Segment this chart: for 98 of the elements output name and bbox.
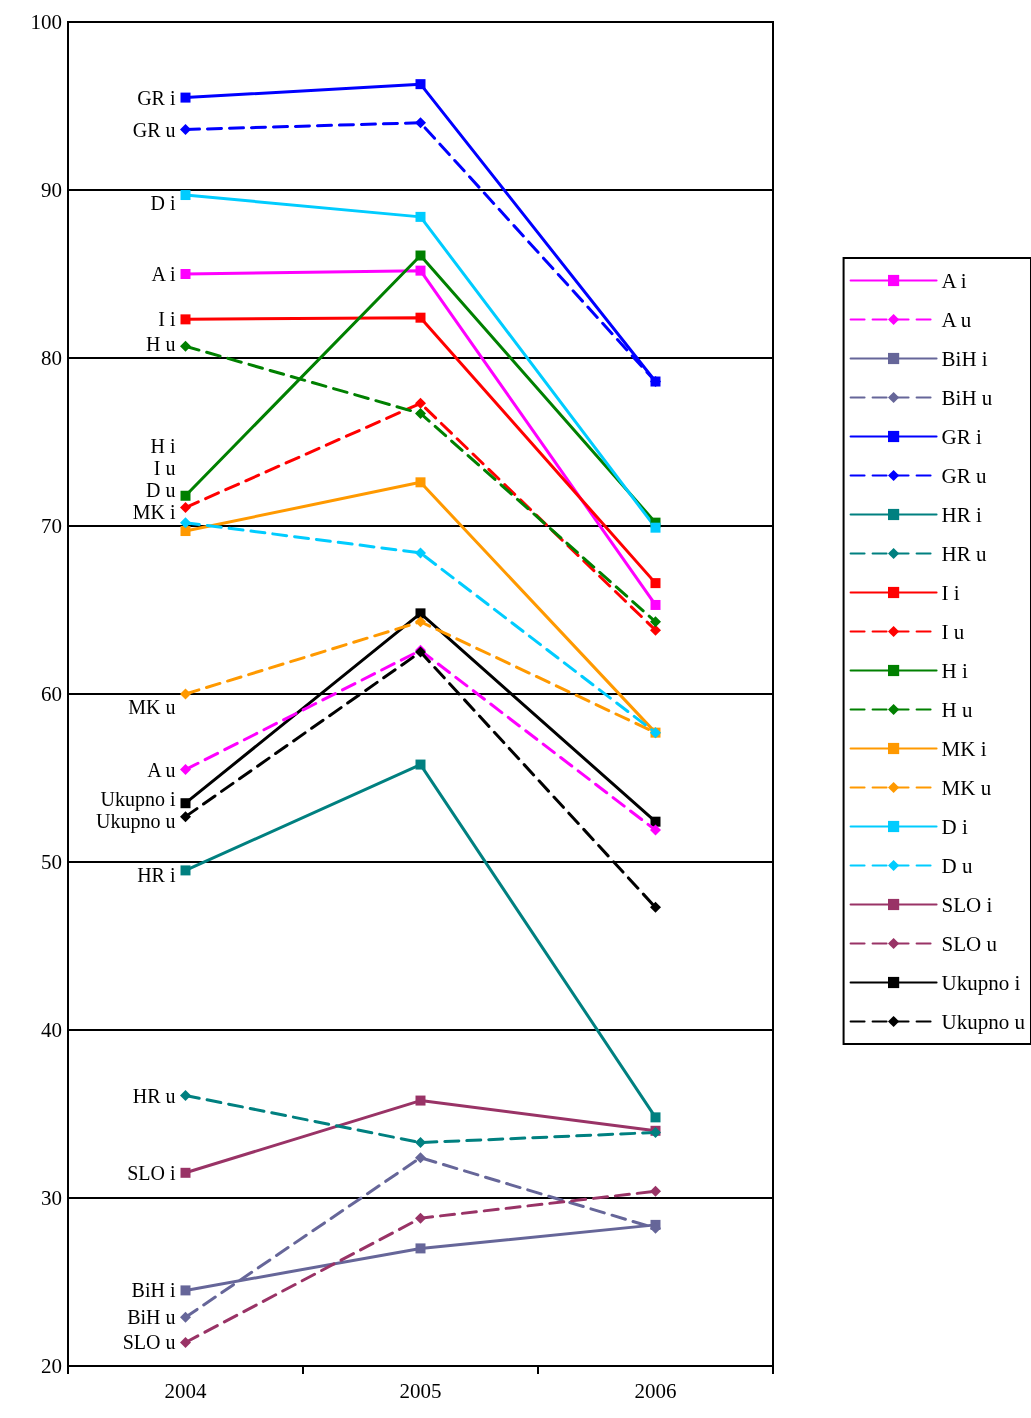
- point: [415, 312, 426, 323]
- text: Ukupno i: [100, 787, 176, 810]
- text: D u: [146, 479, 176, 502]
- point: [415, 608, 426, 619]
- point: [650, 901, 661, 913]
- point: [180, 865, 191, 876]
- text: GR i: [137, 86, 176, 109]
- point: [180, 1090, 191, 1102]
- legend-label: SLO u: [941, 931, 998, 956]
- y-tick-label: 100: [30, 10, 62, 34]
- text: MK u: [128, 696, 176, 718]
- legend-label: D u: [941, 853, 973, 878]
- point: [180, 526, 191, 537]
- point: [650, 616, 661, 628]
- text: A i: [151, 263, 176, 285]
- point: [415, 477, 426, 488]
- point: [415, 265, 426, 276]
- legend-label: Ukupno i: [941, 970, 1021, 995]
- point: [180, 190, 191, 201]
- y-tick-label: 40: [41, 1018, 62, 1042]
- point: [180, 502, 191, 514]
- point: [180, 1336, 191, 1348]
- legend-label: A i: [941, 268, 967, 293]
- point: [415, 211, 426, 222]
- point: [180, 340, 191, 352]
- legend-label: MK i: [941, 736, 987, 761]
- point: [415, 1152, 426, 1164]
- text: HR u: [132, 1084, 176, 1107]
- legend-label: Ukupno u: [941, 1009, 1026, 1034]
- legend-label: MK u: [941, 775, 992, 800]
- point: [650, 599, 661, 610]
- point: [650, 1185, 661, 1197]
- text: I u: [153, 457, 176, 480]
- y-tick-label: 50: [41, 850, 62, 874]
- point: [415, 1212, 426, 1224]
- point: [180, 1167, 191, 1178]
- legend-label: HR u: [941, 541, 988, 566]
- text: H i: [150, 435, 176, 458]
- y-tick-label: 80: [41, 346, 62, 370]
- y-tick-label: 60: [41, 682, 62, 706]
- point: [650, 1112, 661, 1123]
- legend-label: H u: [941, 697, 973, 722]
- point: [415, 547, 426, 559]
- point: [180, 517, 191, 529]
- text: D i: [150, 192, 176, 215]
- y-tick-label: 20: [41, 1354, 62, 1378]
- x-tick-label: 2004: [164, 1378, 207, 1403]
- text: BiH u: [127, 1306, 176, 1329]
- point: [180, 1285, 191, 1296]
- point: [180, 124, 191, 136]
- legend-label: SLO i: [941, 892, 993, 917]
- y-tick-label: 30: [41, 1186, 62, 1210]
- legend-label: GR i: [941, 424, 983, 449]
- text: MK i: [132, 501, 176, 524]
- y-tick-label: 90: [41, 178, 62, 202]
- legend-label: BiH u: [941, 385, 993, 410]
- legend-label: HR i: [941, 502, 983, 527]
- point: [180, 92, 191, 103]
- point: [180, 269, 191, 279]
- text: BiH i: [131, 1279, 176, 1302]
- x-tick-label: 2006: [634, 1378, 677, 1403]
- point: [180, 1311, 191, 1323]
- point: [415, 250, 426, 261]
- legend-label: GR u: [941, 463, 988, 488]
- text: I i: [158, 308, 176, 331]
- point: [415, 79, 426, 90]
- point: [415, 397, 426, 409]
- point: [180, 798, 191, 809]
- point: [180, 314, 191, 325]
- point: [415, 1095, 426, 1106]
- legend-label: A u: [941, 307, 972, 332]
- point: [180, 764, 191, 776]
- point: [415, 759, 426, 770]
- text: H u: [146, 333, 176, 356]
- text: SLO i: [127, 1161, 176, 1184]
- point: [180, 688, 191, 700]
- point: [650, 578, 661, 589]
- point: [415, 616, 426, 628]
- y-tick-label: 70: [41, 514, 62, 538]
- point: [415, 1243, 426, 1254]
- x-tick-label: 2005: [399, 1378, 442, 1403]
- legend-label: I i: [941, 580, 960, 605]
- point: [650, 522, 661, 533]
- legend-label: H i: [941, 658, 968, 683]
- text: GR u: [132, 118, 176, 141]
- legend-label: BiH i: [941, 346, 988, 371]
- point: [415, 1137, 426, 1149]
- point: [415, 407, 426, 419]
- text: A u: [147, 758, 176, 781]
- legend-label: I u: [941, 619, 965, 644]
- point: [650, 816, 661, 827]
- text: HR i: [137, 864, 176, 887]
- legend-label: D i: [941, 814, 968, 839]
- point: [650, 824, 661, 836]
- point: [180, 490, 191, 501]
- point: [415, 117, 426, 129]
- point: [180, 811, 191, 823]
- text: SLO u: [122, 1331, 176, 1354]
